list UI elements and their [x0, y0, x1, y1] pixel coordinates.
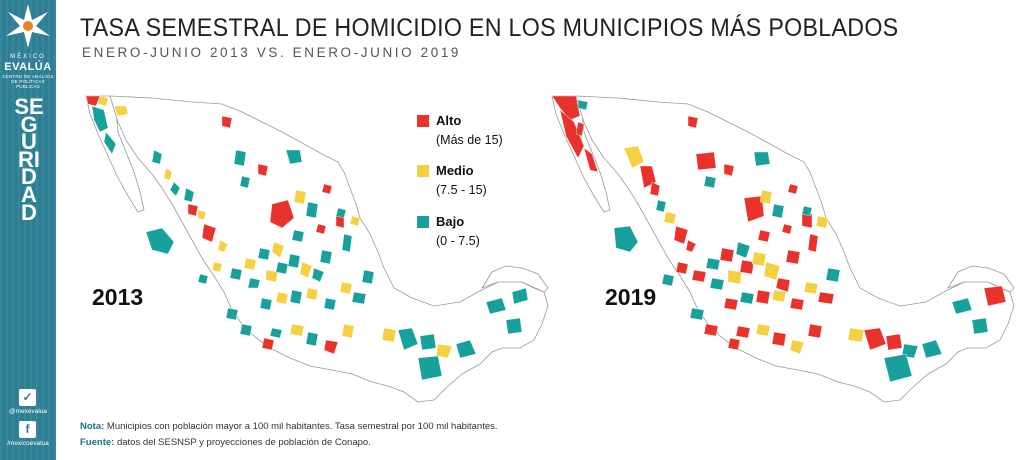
twitter-icon[interactable]: ✓	[19, 389, 36, 406]
brand-subtitle-line1: CENTRO DE ANÁLISIS	[2, 74, 54, 79]
map-2013	[85, 95, 549, 403]
legend-range-medio: (7.5 - 15)	[436, 183, 487, 197]
legend-label-medio: Medio	[436, 163, 474, 178]
brand-evalua: EVALÚA	[4, 61, 52, 73]
source-label: Fuente:	[80, 437, 115, 448]
municipality-polygons	[85, 95, 529, 381]
brand-mexico: MÉXICO	[10, 54, 46, 60]
page-subtitle: ENERO-JUNIO 2013 VS. ENERO-JUNIO 2019	[82, 45, 462, 60]
twitter-handle[interactable]: @mexevalua	[8, 408, 48, 415]
brand-sidebar: MÉXICO EVALÚA CENTRO DE ANÁLISIS DE POLÍ…	[0, 0, 56, 460]
legend-label-alto: Alto	[436, 113, 462, 128]
legend-range-bajo: (0 - 7.5)	[436, 234, 480, 248]
municipality-polygons	[551, 95, 1007, 383]
section-label: SEGURIDAD	[14, 94, 44, 225]
footnote: Nota: Municipios con población mayor a 1…	[80, 421, 498, 432]
source-note: Fuente: datos del SESNSP y proyecciones …	[80, 437, 371, 448]
brand-subtitle-line2: DE POLÍTICAS PÚBLICAS	[11, 79, 45, 89]
facebook-handle[interactable]: /mexicoevalua	[7, 440, 49, 447]
footnote-text: Municipios con población mayor a 100 mil…	[104, 421, 498, 432]
source-text: datos del SESNSP y proyecciones de pobla…	[114, 437, 371, 448]
page-title: TASA SEMESTRAL DE HOMICIDIO EN LOS MUNIC…	[80, 14, 899, 42]
legend-label-bajo: Bajo	[436, 214, 465, 229]
legend-swatch-bajo	[417, 216, 429, 228]
map-2019	[551, 95, 1015, 403]
legend-range-alto: (Más de 15)	[436, 133, 503, 147]
legend-swatch-medio	[417, 165, 429, 177]
facebook-icon[interactable]: f	[19, 421, 36, 438]
year-label-2019: 2019	[605, 284, 657, 310]
legend-swatch-alto	[417, 115, 429, 127]
footnote-label: Nota:	[80, 421, 105, 432]
year-label-2013: 2013	[92, 284, 144, 310]
star-logo-icon	[6, 4, 50, 48]
